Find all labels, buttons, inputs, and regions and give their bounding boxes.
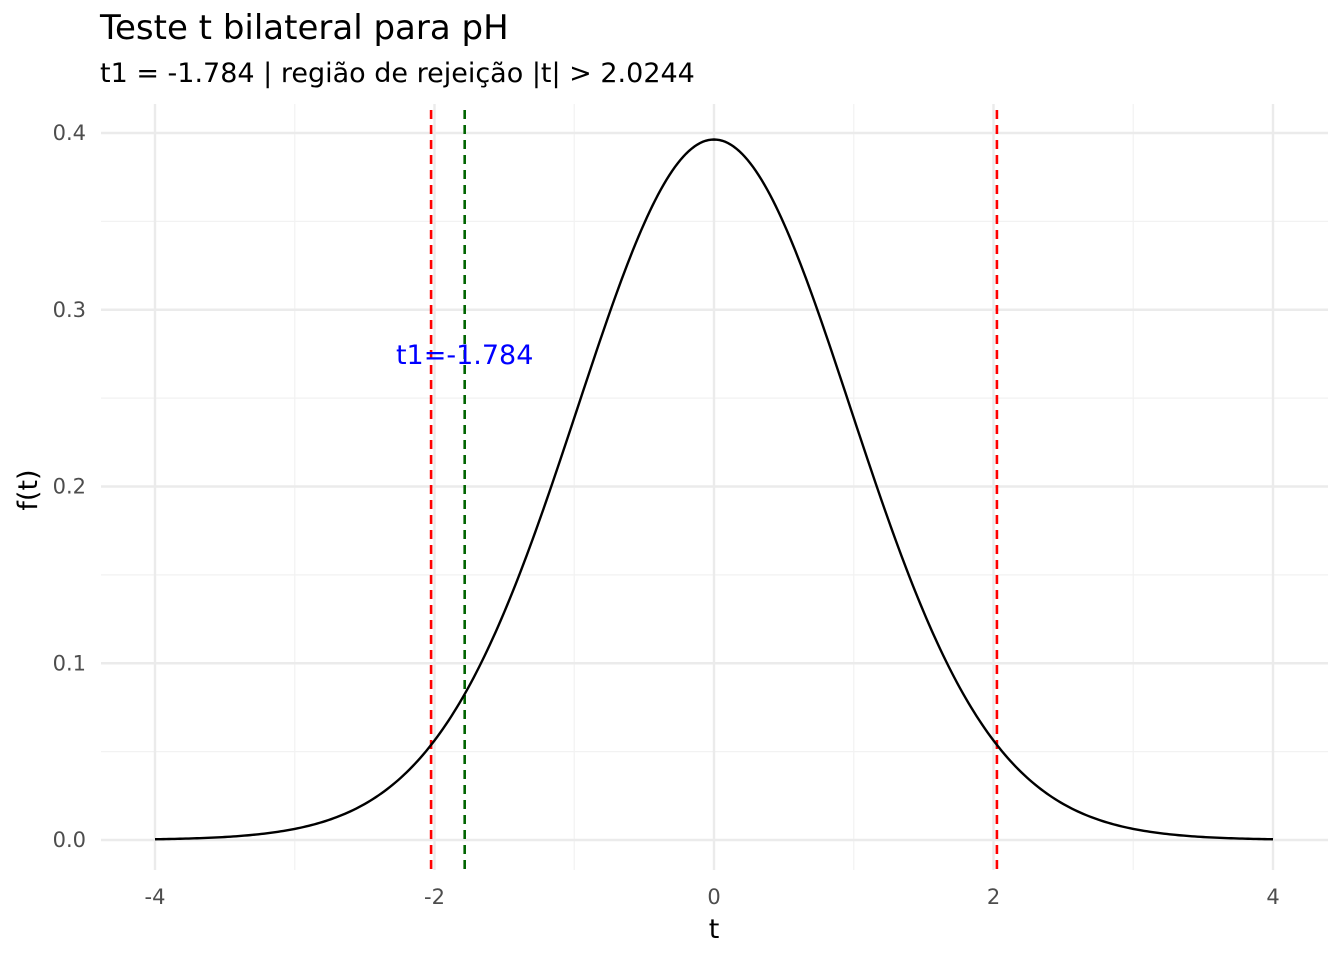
y-tick-label: 0.1 [53, 651, 86, 675]
x-axis-title: t [709, 914, 720, 945]
x-tick-label: 2 [987, 885, 1000, 909]
y-tick-label: 0.3 [53, 298, 86, 322]
chart-subtitle: t1 = -1.784 | região de rejeição |t| > 2… [100, 58, 695, 89]
grid [101, 104, 1328, 870]
chart-title: Teste t bilateral para pH [100, 8, 509, 48]
x-tick-label: -2 [424, 885, 445, 909]
density-curve [154, 138, 1274, 841]
y-tick-label: 0.0 [53, 828, 86, 852]
y-tick-label: 0.4 [53, 121, 86, 145]
x-tick-label: 0 [707, 885, 720, 909]
axis-ticks: -4 -2 0 2 4 0.0 0.1 0.2 0.3 0.4 [53, 121, 1280, 909]
y-tick-label: 0.2 [53, 475, 86, 499]
y-axis-title: f(t) [13, 469, 44, 510]
annotations: t1=-1.784 [396, 340, 533, 371]
x-tick-label: 4 [1266, 885, 1279, 909]
x-tick-label: -4 [145, 885, 166, 909]
test-statistic-label: t1=-1.784 [396, 340, 533, 371]
